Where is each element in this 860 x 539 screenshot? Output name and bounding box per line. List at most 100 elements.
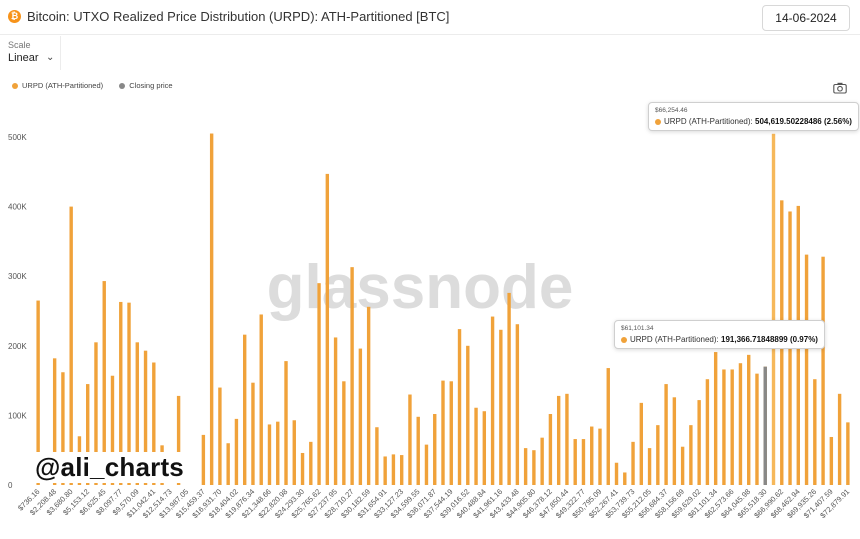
bar[interactable] (573, 439, 577, 485)
scale-select[interactable]: Linear ⌄ (8, 52, 58, 68)
bar[interactable] (243, 334, 247, 485)
bar[interactable] (590, 426, 594, 485)
bar[interactable] (350, 267, 354, 485)
bar[interactable] (276, 421, 280, 485)
bar[interactable] (218, 387, 222, 485)
bar[interactable] (474, 407, 478, 485)
watermark-logo: glassnode (267, 253, 574, 322)
bar[interactable] (540, 437, 544, 485)
bar[interactable] (259, 314, 263, 485)
legend-dot-urpd (12, 82, 18, 89)
bar[interactable] (309, 441, 313, 485)
bar[interactable] (342, 381, 346, 485)
bar[interactable] (556, 395, 561, 485)
bar[interactable] (69, 206, 73, 485)
bar[interactable] (829, 436, 834, 485)
bar[interactable] (152, 362, 156, 486)
bar[interactable] (416, 416, 420, 485)
bar[interactable] (771, 133, 776, 486)
bar[interactable] (532, 450, 536, 485)
bar[interactable] (52, 358, 57, 485)
bar[interactable] (209, 133, 214, 485)
bar[interactable] (565, 393, 569, 485)
bar[interactable] (499, 329, 503, 485)
bar[interactable] (201, 434, 206, 485)
bar[interactable] (399, 455, 404, 485)
bar[interactable] (391, 454, 396, 485)
bar[interactable] (135, 342, 139, 485)
bar[interactable] (631, 441, 635, 485)
bar[interactable] (804, 254, 809, 485)
bar[interactable] (94, 342, 98, 485)
bar[interactable] (482, 411, 487, 485)
bar[interactable] (61, 372, 65, 485)
bar[interactable] (697, 400, 701, 485)
date-picker[interactable]: 14-06-2024 (762, 5, 850, 31)
bar[interactable] (325, 173, 330, 485)
camera-icon[interactable] (833, 82, 847, 94)
bar[interactable] (738, 363, 743, 485)
bar[interactable] (507, 292, 511, 485)
bar[interactable] (515, 324, 520, 485)
bar[interactable] (581, 439, 586, 485)
bar[interactable] (317, 283, 321, 485)
bar[interactable] (234, 418, 239, 485)
bar[interactable] (656, 425, 660, 485)
bar[interactable] (606, 368, 610, 485)
tooltip-dot (655, 118, 661, 125)
bar[interactable] (143, 350, 148, 485)
bar[interactable] (441, 380, 445, 485)
bar[interactable] (705, 379, 710, 485)
bar[interactable] (523, 448, 528, 485)
bar[interactable] (292, 420, 296, 485)
bar[interactable] (813, 379, 817, 485)
bar[interactable] (383, 456, 387, 485)
bar[interactable] (86, 384, 90, 485)
bar[interactable] (647, 448, 652, 485)
bar[interactable] (623, 472, 627, 485)
bar[interactable] (672, 397, 677, 485)
legend-item-closing-price[interactable]: Closing price (119, 81, 173, 90)
bar[interactable] (366, 306, 371, 485)
bar[interactable] (102, 281, 106, 485)
bar[interactable] (449, 381, 453, 485)
bar[interactable] (110, 375, 115, 485)
bar[interactable] (614, 462, 619, 485)
bar[interactable] (722, 369, 726, 485)
bar[interactable] (300, 452, 305, 485)
bitcoin-icon: ₿ (8, 10, 21, 23)
bar-closing-price[interactable] (763, 366, 767, 485)
bar[interactable] (408, 394, 412, 485)
bar[interactable] (127, 302, 131, 485)
bar[interactable] (490, 316, 495, 485)
bar[interactable] (755, 373, 759, 485)
bar[interactable] (457, 329, 462, 485)
bar[interactable] (664, 384, 668, 485)
bar[interactable] (837, 393, 842, 485)
bar[interactable] (598, 428, 602, 485)
bar[interactable] (119, 301, 123, 485)
legend-dot-closing-price (119, 82, 126, 89)
bar[interactable] (846, 422, 850, 485)
bar[interactable] (466, 345, 470, 485)
bar[interactable] (176, 395, 181, 485)
bar[interactable] (713, 352, 718, 485)
bar[interactable] (680, 446, 685, 485)
bar[interactable] (375, 427, 379, 485)
bar[interactable] (730, 369, 734, 485)
bar[interactable] (548, 414, 553, 485)
bar[interactable] (36, 300, 40, 485)
bar[interactable] (284, 361, 288, 485)
bar[interactable] (747, 354, 751, 485)
bar[interactable] (689, 425, 693, 485)
legend-item-urpd[interactable]: URPD (ATH-Partitioned) (12, 81, 103, 90)
bar[interactable] (424, 444, 429, 485)
bar[interactable] (639, 402, 643, 485)
bar[interactable] (267, 424, 272, 485)
bar[interactable] (251, 382, 255, 485)
bar[interactable] (333, 337, 338, 485)
bar[interactable] (226, 443, 230, 485)
bar[interactable] (433, 414, 437, 485)
bar[interactable] (821, 256, 825, 485)
bar[interactable] (358, 348, 363, 485)
